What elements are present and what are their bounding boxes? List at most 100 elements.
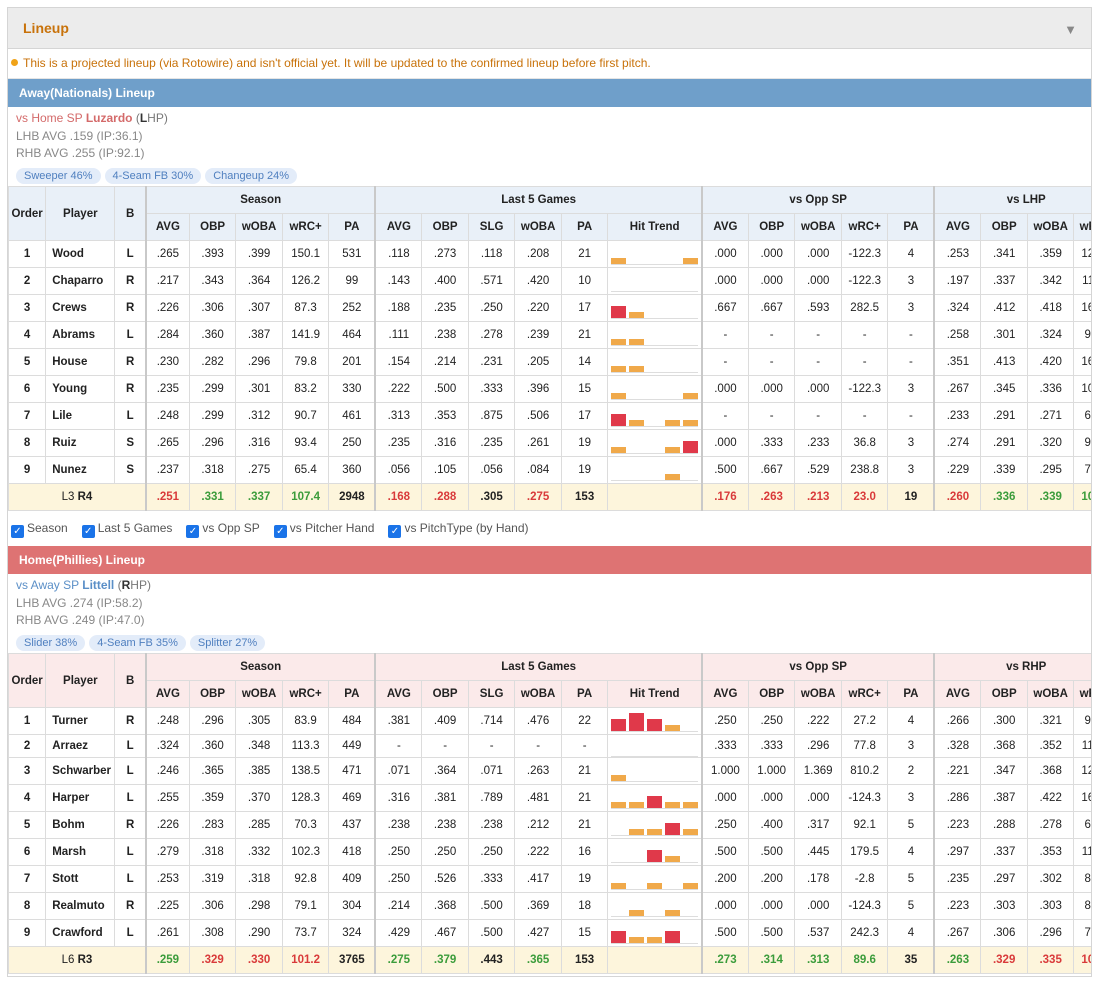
- table-row[interactable]: 5 Bohm R .226.283.285 70.3 437.238.238.238.21…: [8, 811, 1091, 839]
- stat-header[interactable]: OBP: [747, 680, 796, 708]
- stat-header[interactable]: OBP: [188, 680, 237, 708]
- vs-hand-stat: .328: [933, 734, 982, 758]
- stat-header[interactable]: AVG: [144, 680, 190, 708]
- checkbox-checked-icon[interactable]: ✓: [273, 525, 287, 538]
- stat-header[interactable]: wOBA: [1026, 680, 1075, 708]
- table-row[interactable]: 6 Marsh L .279.318.332 102.3 418.250.250.250.…: [8, 838, 1091, 866]
- checkbox-checked-icon[interactable]: ✓: [388, 525, 402, 538]
- stat-header[interactable]: wOBA: [235, 680, 283, 708]
- stat-header[interactable]: PA: [328, 213, 376, 241]
- player-name[interactable]: Abrams: [45, 321, 116, 349]
- filter-toggle[interactable]: ✓ vs PitchType (by Hand): [388, 521, 529, 538]
- stat-header[interactable]: AVG: [933, 680, 982, 708]
- filter-toggle[interactable]: ✓ vs Pitcher Hand: [273, 521, 374, 538]
- player-name[interactable]: Lile: [45, 402, 116, 430]
- stat-header[interactable]: OBP: [188, 213, 237, 241]
- vs-hand-stat: .341: [980, 240, 1028, 268]
- stat-header[interactable]: AVG: [700, 680, 749, 708]
- player-name[interactable]: Crawford: [45, 919, 116, 947]
- table-row[interactable]: 4 Harper L .255.359.370 128.3 469.316.381.789…: [8, 784, 1091, 812]
- stat-header[interactable]: PA: [560, 213, 609, 241]
- player-name[interactable]: Young: [45, 375, 116, 403]
- table-row[interactable]: 7 Lile L .248.299.312 90.7 461.313.353.875.50…: [8, 402, 1091, 430]
- table-row[interactable]: 4 Abrams L .284.360.387 141.9 464.111.238.278…: [8, 321, 1091, 349]
- checkbox-checked-icon[interactable]: ✓: [186, 525, 200, 538]
- collapse-icon[interactable]: ▼: [1064, 22, 1077, 37]
- player-name[interactable]: Marsh: [45, 838, 116, 866]
- stat-header[interactable]: wOBA: [514, 680, 562, 708]
- stat-header[interactable]: wOBA: [235, 213, 283, 241]
- table-row[interactable]: 1 Turner R .248.296.305 83.9 484.381.409.714.…: [8, 707, 1091, 735]
- player-name[interactable]: Crews: [45, 294, 116, 322]
- stat-header[interactable]: SLG: [467, 680, 516, 708]
- player-name[interactable]: Nunez: [45, 456, 116, 484]
- season-stat: .299: [188, 402, 237, 430]
- player-name[interactable]: Wood: [45, 240, 116, 268]
- stat-header[interactable]: AVG: [374, 213, 423, 241]
- stat-header[interactable]: wRC+: [1073, 680, 1091, 708]
- stat-header[interactable]: wOBA: [514, 213, 562, 241]
- player-name[interactable]: Turner: [45, 707, 116, 735]
- season-stat: 531: [328, 240, 376, 268]
- player-name[interactable]: Realmuto: [45, 892, 116, 920]
- stat-header[interactable]: Hit Trend: [607, 213, 703, 241]
- sp-name[interactable]: Luzardo: [85, 111, 133, 125]
- stat-header[interactable]: wOBA: [1026, 213, 1075, 241]
- table-row[interactable]: 5 House R .230.282.296 79.8 201.154.214.231.2…: [8, 348, 1091, 376]
- player-name[interactable]: Schwarber: [45, 757, 116, 785]
- filter-toggle[interactable]: ✓ Last 5 Games: [81, 521, 172, 538]
- stat-header[interactable]: AVG: [144, 213, 190, 241]
- panel-header[interactable]: Lineup ▼: [8, 8, 1091, 49]
- filter-toggle[interactable]: ✓ Season: [11, 521, 68, 538]
- stat-header[interactable]: AVG: [700, 213, 749, 241]
- stat-header[interactable]: wRC+: [840, 680, 889, 708]
- table-row[interactable]: 2 Arraez L .324.360.348 113.3 449- - - - - .333.33…: [8, 734, 1091, 758]
- player-name[interactable]: House: [45, 348, 116, 376]
- table-row[interactable]: 8 Ruiz S .265.296.316 93.4 250.235.316.235.26…: [8, 429, 1091, 457]
- player-name[interactable]: Harper: [45, 784, 116, 812]
- stat-header[interactable]: PA: [887, 680, 935, 708]
- table-row[interactable]: 9 Nunez S .237.318.275 65.4 360.056.105.056.0…: [8, 456, 1091, 484]
- player-name[interactable]: Ruiz: [45, 429, 116, 457]
- table-row[interactable]: 3 Schwarber L .246.365.385 138.5 471.071.364.…: [8, 757, 1091, 785]
- table-row[interactable]: 7 Stott L .253.319.318 92.8 409.250.526.333.4…: [8, 865, 1091, 893]
- stat-header[interactable]: AVG: [374, 680, 423, 708]
- stat-header[interactable]: OBP: [421, 680, 469, 708]
- stat-header[interactable]: SLG: [467, 213, 516, 241]
- season-stat: 469: [328, 784, 376, 812]
- stat-header[interactable]: PA: [328, 680, 376, 708]
- stat-header[interactable]: wRC+: [281, 680, 330, 708]
- vs-opp-sp-stat: .000: [747, 784, 796, 812]
- stat-header[interactable]: wOBA: [794, 680, 842, 708]
- table-row[interactable]: 1 Wood L .265.393.399 150.1 531.118.273.118.2…: [8, 240, 1091, 268]
- stat-header[interactable]: OBP: [980, 680, 1028, 708]
- sp-name[interactable]: Littell: [82, 578, 115, 592]
- table-row[interactable]: 2 Chaparro R .217.343.364 126.2 99.143.400.57…: [8, 267, 1091, 295]
- table-row[interactable]: 3 Crews R .226.306.307 87.3 252.188.235.250.2…: [8, 294, 1091, 322]
- vs-opp-sp-stat: 3: [887, 294, 935, 322]
- stat-header[interactable]: PA: [887, 213, 935, 241]
- checkbox-checked-icon[interactable]: ✓: [11, 525, 24, 538]
- table-row[interactable]: 6 Young R .235.299.301 83.2 330.222.500.333.3…: [8, 375, 1091, 403]
- player-name[interactable]: Chaparro: [45, 267, 116, 295]
- stat-header[interactable]: OBP: [421, 213, 469, 241]
- hit-trend-bars: [611, 787, 698, 809]
- season-stat: 330: [328, 375, 376, 403]
- stat-header[interactable]: AVG: [933, 213, 982, 241]
- checkbox-checked-icon[interactable]: ✓: [81, 525, 95, 538]
- table-row[interactable]: 8 Realmuto R .225.306.298 79.1 304.214.368.50…: [8, 892, 1091, 920]
- player-name[interactable]: Arraez: [45, 734, 116, 758]
- stat-header[interactable]: Hit Trend: [607, 680, 703, 708]
- stat-header[interactable]: wRC+: [281, 213, 330, 241]
- player-name[interactable]: Bohm: [45, 811, 116, 839]
- filter-toggle[interactable]: ✓ vs Opp SP: [186, 521, 260, 538]
- stat-header[interactable]: OBP: [980, 213, 1028, 241]
- table-row[interactable]: 9 Crawford L .261.308.290 73.7 324.429.467.50…: [8, 919, 1091, 947]
- stat-header[interactable]: wRC+: [1073, 213, 1091, 241]
- player-name[interactable]: Stott: [45, 865, 116, 893]
- stat-header[interactable]: wRC+: [840, 213, 889, 241]
- stat-header[interactable]: PA: [560, 680, 609, 708]
- stat-header[interactable]: wOBA: [794, 213, 842, 241]
- stat-header[interactable]: OBP: [747, 213, 796, 241]
- season-stat: .306: [188, 294, 237, 322]
